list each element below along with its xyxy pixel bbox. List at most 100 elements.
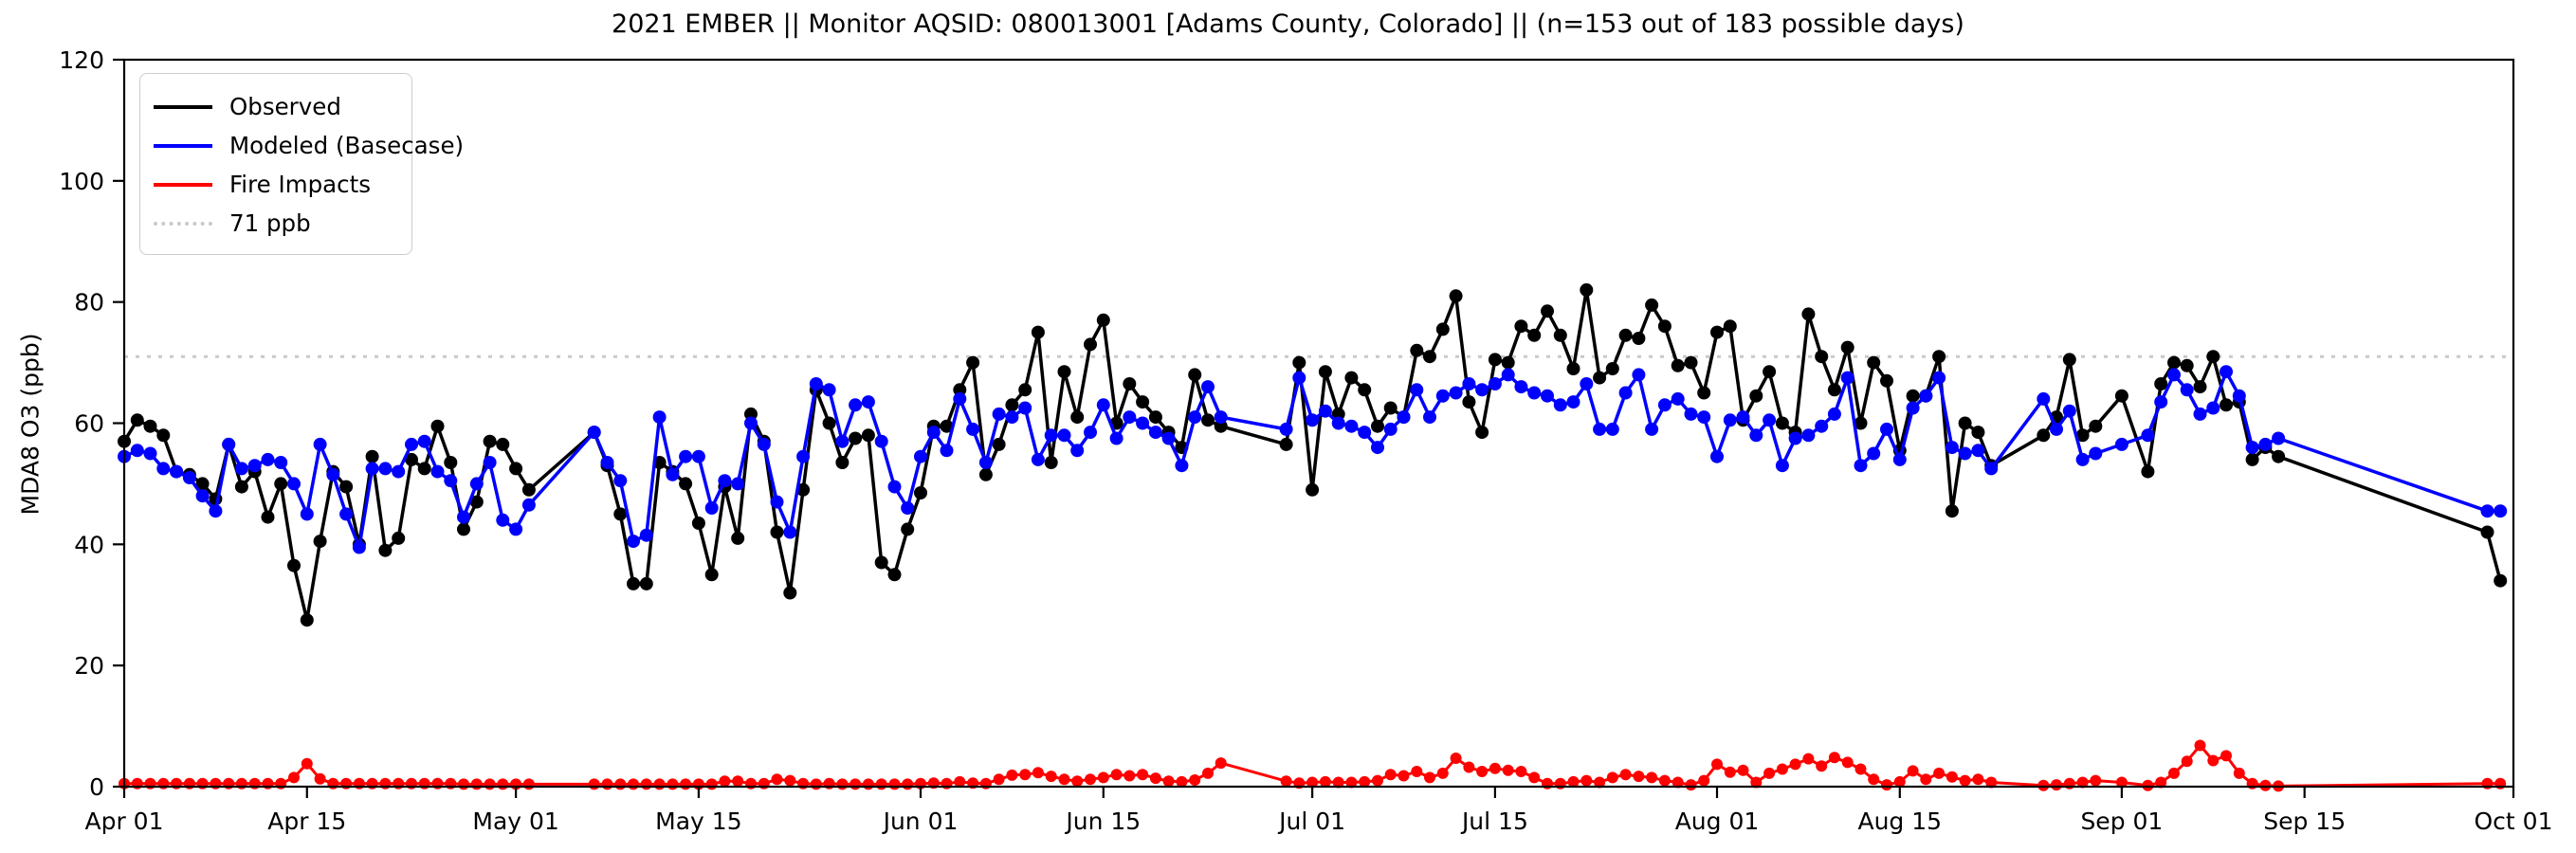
data-point [1006, 769, 1018, 781]
data-point [2089, 446, 2103, 461]
data-point [744, 416, 758, 430]
data-point [627, 576, 640, 590]
data-point [1397, 410, 1411, 425]
data-point [809, 377, 823, 390]
data-point [1697, 386, 1711, 400]
data-point [1881, 779, 1892, 791]
data-point [744, 407, 758, 421]
data-point [1319, 775, 1331, 788]
data-point [234, 462, 248, 476]
y-tick-label: 40 [74, 531, 104, 558]
data-point [849, 398, 863, 412]
data-point [1149, 772, 1161, 785]
data-point [1893, 775, 1906, 788]
data-point [170, 464, 184, 479]
data-point [1331, 407, 1345, 421]
data-point [1071, 775, 1084, 788]
data-point [365, 462, 379, 476]
data-point [588, 778, 600, 790]
data-point [1371, 441, 1384, 455]
x-tick-label: Jun 01 [882, 808, 959, 835]
x-tick-label: Apr 01 [84, 808, 163, 835]
data-point [1084, 426, 1097, 440]
data-point [940, 419, 954, 433]
data-point [835, 456, 850, 469]
x-tick-label: Apr 15 [267, 808, 346, 835]
data-point [1423, 350, 1436, 364]
data-point [1137, 769, 1149, 781]
data-point [2494, 573, 2508, 588]
data-point [1488, 353, 1502, 367]
data-point [1318, 404, 1332, 418]
data-point [288, 771, 300, 784]
data-point [2480, 504, 2494, 518]
data-point [666, 467, 680, 481]
y-tick-label: 80 [74, 289, 104, 317]
data-point [2480, 525, 2494, 539]
data-point [1306, 776, 1319, 789]
data-point [887, 568, 902, 582]
data-point [1827, 407, 1841, 421]
legend-label: 71 ppb [229, 209, 311, 237]
data-point [691, 517, 705, 530]
data-point [1411, 766, 1423, 777]
data-point [2207, 754, 2220, 767]
data-point [2155, 776, 2167, 789]
data-point [926, 426, 941, 440]
data-point [497, 778, 509, 790]
data-point [1502, 764, 1514, 776]
data-point [1475, 426, 1489, 440]
data-point [1684, 407, 1698, 421]
data-point [1358, 426, 1372, 440]
data-point [2167, 355, 2181, 370]
data-point [1214, 410, 1228, 425]
data-point [1736, 410, 1750, 425]
data-point [2193, 407, 2207, 421]
data-point [1136, 416, 1150, 430]
data-point [483, 434, 497, 448]
data-point [914, 486, 927, 499]
data-point [1161, 431, 1176, 445]
data-point [796, 449, 811, 463]
data-point [2051, 779, 2062, 791]
data-point [143, 419, 157, 433]
data-point [1605, 422, 1619, 436]
data-point [1136, 395, 1150, 409]
data-point [2180, 383, 2194, 397]
data-point [1645, 298, 1659, 312]
x-tick-label: Aug 15 [1857, 808, 1942, 835]
data-point [521, 482, 536, 497]
data-point [1044, 456, 1058, 469]
modeled-line-icon [154, 143, 212, 148]
data-point [1854, 416, 1868, 430]
data-point [339, 507, 354, 521]
data-point [522, 778, 535, 790]
data-point [953, 383, 967, 397]
data-point [2089, 419, 2103, 433]
data-point [679, 477, 693, 491]
data-point [978, 467, 993, 481]
data-point [1084, 337, 1097, 352]
data-point [143, 446, 157, 461]
data-point [2220, 365, 2233, 379]
data-point [326, 467, 340, 481]
data-point [613, 507, 628, 521]
data-point [1553, 398, 1567, 412]
data-point [352, 540, 366, 554]
y-tick-label: 0 [89, 773, 104, 801]
data-point [1776, 763, 1788, 775]
data-point [1345, 776, 1358, 789]
data-point [2114, 437, 2128, 451]
data-point [1684, 355, 1698, 370]
data-point [430, 419, 445, 433]
data-point [1202, 767, 1214, 779]
data-point [1946, 771, 1958, 783]
data-point [1359, 775, 1371, 788]
data-point [1919, 389, 1933, 403]
data-point [705, 778, 718, 790]
data-point [1280, 775, 1292, 788]
data-point [1567, 775, 1580, 788]
data-point [484, 778, 496, 790]
data-point [1671, 391, 1685, 406]
data-point [667, 778, 679, 790]
